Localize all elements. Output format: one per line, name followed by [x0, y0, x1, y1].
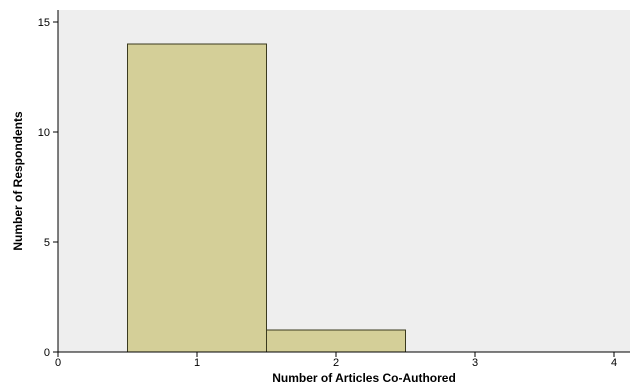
x-tick-label: 0	[55, 357, 61, 369]
x-tick-label: 1	[194, 357, 200, 369]
y-axis-title: Number of Respondents	[11, 111, 25, 251]
x-tick-label: 2	[333, 357, 339, 369]
y-tick-label: 10	[38, 127, 50, 139]
y-tick-label: 15	[38, 17, 50, 29]
x-tick-label: 3	[472, 357, 478, 369]
y-tick-label: 5	[44, 237, 50, 249]
y-tick-label: 0	[44, 347, 50, 359]
histogram-bar-2	[266, 329, 406, 353]
x-tick-label: 4	[611, 357, 617, 369]
histogram-bar-1	[127, 43, 267, 353]
x-axis-title: Number of Articles Co-Authored	[272, 371, 456, 385]
